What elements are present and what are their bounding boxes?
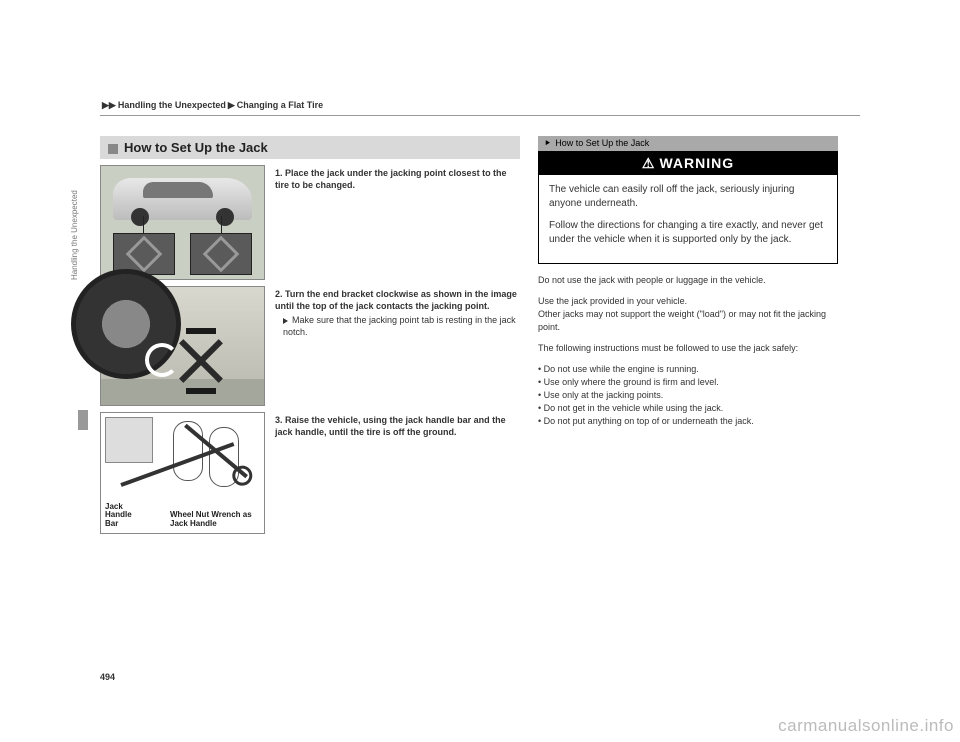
- list-item: Use only at the jacking points.: [538, 389, 838, 402]
- crumb-1: Handling the Unexpected: [118, 100, 226, 110]
- inset-detail: [105, 417, 153, 463]
- figure-jacking-points: [100, 165, 265, 280]
- section-heading: How to Set Up the Jack: [100, 136, 520, 159]
- warning-box: ⚠WARNING The vehicle can easily roll off…: [538, 151, 838, 264]
- step-2-text: 2. Turn the end bracket clockwise as sho…: [275, 286, 520, 406]
- left-column: How to Set Up the Jack 1. Place the jack…: [100, 136, 520, 540]
- crumb-2: Changing a Flat Tire: [237, 100, 323, 110]
- warning-head-text: WARNING: [659, 155, 734, 171]
- wheel-icon: [216, 208, 234, 226]
- reference-title: ⯈ How to Set Up the Jack: [538, 136, 838, 151]
- page-content: How to Set Up the Jack 1. Place the jack…: [100, 136, 860, 540]
- note-1: Do not use the jack with people or lugga…: [538, 274, 838, 287]
- jack-point-detail: [190, 233, 252, 275]
- warning-p2: Follow the directions for changing a tir…: [549, 219, 827, 247]
- warning-body: The vehicle can easily roll off the jack…: [539, 175, 837, 263]
- triangle-icon: ▶▶: [102, 100, 116, 110]
- callout-line: [143, 216, 144, 234]
- notes-list: Do not use while the engine is running. …: [538, 363, 838, 428]
- step-3: Jack Handle Bar Wheel Nut Wrench as Jack…: [100, 412, 520, 534]
- section-title-text: How to Set Up the Jack: [124, 140, 268, 155]
- callout-label-bar: Jack Handle Bar: [105, 503, 147, 529]
- side-tab-marker: [78, 410, 88, 430]
- step-2-main: 2. Turn the end bracket clockwise as sho…: [275, 289, 517, 311]
- list-item: Do not get in the vehicle while using th…: [538, 402, 838, 415]
- warning-triangle-icon: ⚠: [642, 155, 656, 171]
- list-item: Use only where the ground is firm and le…: [538, 376, 838, 389]
- step-1: 1. Place the jack under the jacking poin…: [100, 165, 520, 280]
- list-item: Do not put anything on top of or underne…: [538, 415, 838, 428]
- car-window: [143, 182, 213, 198]
- jack-base: [186, 388, 216, 394]
- note-3: The following instructions must be follo…: [538, 342, 838, 355]
- wheel-icon: [131, 208, 149, 226]
- right-column: ⯈ How to Set Up the Jack ⚠WARNING The veh…: [538, 136, 838, 540]
- note-2: Use the jack provided in your vehicle. O…: [538, 295, 838, 334]
- figure-jack-handle: Jack Handle Bar Wheel Nut Wrench as Jack…: [100, 412, 265, 534]
- step-2-sub: Make sure that the jacking point tab is …: [283, 314, 520, 338]
- reference-title-text: How to Set Up the Jack: [555, 138, 649, 148]
- link-icon: ⯈: [544, 138, 551, 148]
- watermark: carmanualsonline.info: [778, 716, 954, 736]
- jack-top: [186, 328, 216, 334]
- step-1-text: 1. Place the jack under the jacking poin…: [275, 165, 520, 280]
- figure-jack-under-car: [100, 286, 265, 406]
- warning-heading: ⚠WARNING: [539, 152, 837, 175]
- rotate-arrow-icon: [145, 343, 179, 377]
- manual-page: ▶▶Handling the Unexpected▶Changing a Fla…: [100, 100, 860, 660]
- triangle-icon: ▶: [228, 100, 235, 110]
- list-item: Do not use while the engine is running.: [538, 363, 838, 376]
- callout-line: [221, 216, 222, 234]
- warning-p1: The vehicle can easily roll off the jack…: [549, 183, 827, 211]
- notes-block: Do not use the jack with people or lugga…: [538, 274, 838, 428]
- step-2: 2. Turn the end bracket clockwise as sho…: [100, 286, 520, 406]
- side-tab-label: Handling the Unexpected: [70, 190, 79, 280]
- callout-label-wrench: Wheel Nut Wrench as Jack Handle: [170, 511, 260, 529]
- square-bullet-icon: [108, 144, 118, 154]
- page-number: 494: [100, 672, 115, 682]
- breadcrumb: ▶▶Handling the Unexpected▶Changing a Fla…: [100, 100, 860, 116]
- arrow-right-icon: [283, 318, 288, 324]
- step-3-text: 3. Raise the vehicle, using the jack han…: [275, 412, 520, 534]
- car-silhouette: [113, 178, 252, 220]
